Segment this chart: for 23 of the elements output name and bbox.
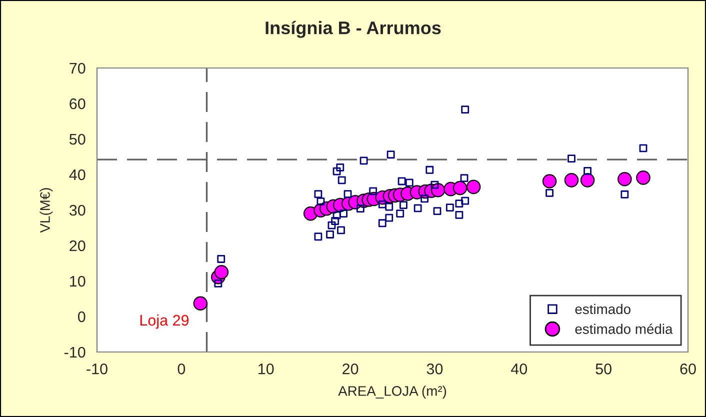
x-tick-label: -10	[86, 364, 108, 374]
y-tick-label: -10	[64, 346, 86, 358]
x-tick-label: 60	[680, 364, 696, 374]
x-tick-label: 20	[342, 364, 358, 374]
x-tick-label: 50	[596, 364, 612, 374]
y-tick-label: 60	[70, 98, 86, 110]
y-axis-title: VL(M€)	[40, 188, 53, 233]
legend-label: estimado	[575, 304, 630, 314]
annotation: Loja 29	[140, 314, 189, 329]
x-tick-label: 40	[511, 364, 528, 374]
y-tick-label: 10	[70, 276, 86, 287]
y-tick-label: 0	[78, 311, 86, 322]
x-tick-label: 30	[426, 364, 443, 374]
x-tick-label: 0	[178, 364, 186, 374]
y-tick-label: 30	[69, 204, 86, 216]
y-tick-label: 40	[69, 169, 86, 180]
x-axis-title: AREA_LOJA (m²)	[338, 386, 446, 399]
chart-title: Insígnia B - Arrumos	[266, 20, 441, 38]
legend-label: estimado média	[575, 324, 673, 334]
y-tick-label: 20	[70, 240, 86, 252]
y-tick-label: 70	[70, 62, 86, 74]
x-tick-label: 10	[258, 364, 274, 374]
y-tick-label: 50	[70, 134, 86, 145]
